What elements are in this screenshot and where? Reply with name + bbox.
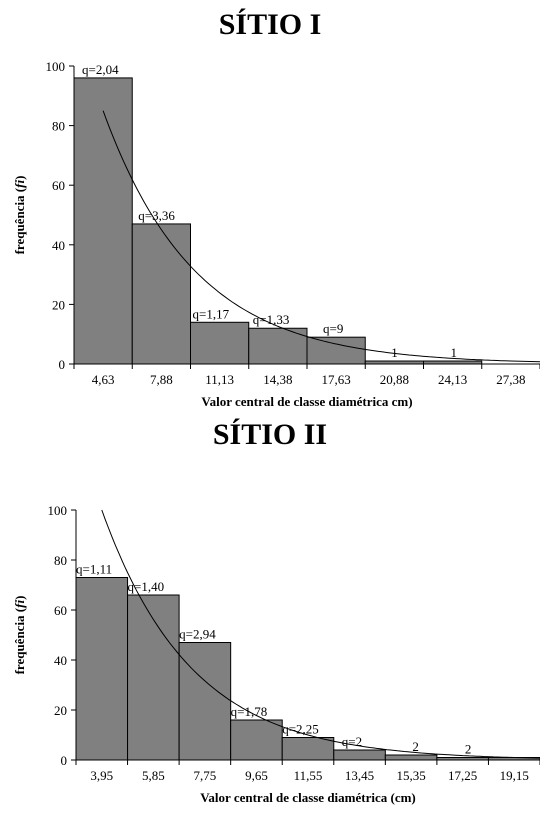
x-axis-label: Valor central de classe diamétrica (cm) xyxy=(200,790,416,805)
data-label: 2 xyxy=(412,739,419,754)
x-tick-label: 27,38 xyxy=(496,372,525,387)
y-tick-label: 40 xyxy=(52,238,65,253)
x-tick-label: 3,95 xyxy=(90,768,113,783)
data-label: q=1,78 xyxy=(231,704,268,719)
bar xyxy=(75,577,129,761)
chart-sitio-2: SÍTIO II 0 20 40 60 80 100 3,95 5,85 7,75 9,65 11,… xyxy=(0,410,540,818)
data-label: q=3,36 xyxy=(138,208,175,223)
data-label: 1 xyxy=(391,345,398,360)
y-tick-label: 60 xyxy=(54,603,67,618)
y-tick-label: 80 xyxy=(54,553,67,568)
x-tick-label: 5,85 xyxy=(142,768,165,783)
y-tick-label: 0 xyxy=(59,357,66,372)
y-tick-label: 0 xyxy=(61,753,68,768)
x-tick-label: 9,65 xyxy=(245,768,268,783)
data-label: 1 xyxy=(451,345,458,360)
x-tick-label: 14,38 xyxy=(263,372,292,387)
bar xyxy=(306,336,366,365)
x-tick-label: 17,25 xyxy=(448,768,477,783)
y-tick-label: 100 xyxy=(46,59,66,74)
y-tick-label: 80 xyxy=(52,119,65,134)
data-label: q=1,17 xyxy=(193,306,230,321)
data-label: q=1,40 xyxy=(128,579,165,594)
bar xyxy=(178,642,232,761)
data-label: q=2,04 xyxy=(82,62,119,77)
y-tick-label: 20 xyxy=(52,297,65,312)
y-tick-label: 60 xyxy=(52,178,65,193)
y-tick-label: 100 xyxy=(48,503,68,518)
x-tick-label: 13,45 xyxy=(345,768,374,783)
chart-title: SÍTIO II xyxy=(212,418,328,451)
chart-sitio-1: SÍTIO I 0 20 40 60 80 100 4,63 7,88 11,13 14,38 17… xyxy=(12,8,540,409)
data-label: q=2 xyxy=(342,734,362,749)
x-tick-label: 7,88 xyxy=(150,372,173,387)
x-tick-label: 7,75 xyxy=(194,768,217,783)
x-tick-label: 17,63 xyxy=(322,372,351,387)
y-axis-label: frequência (fi) xyxy=(12,176,27,255)
chart-svg: 0 20 40 60 80 100 4,63 7,88 11,13 14,38 17,63 20,88… xyxy=(12,59,540,409)
trendline xyxy=(101,509,540,759)
data-label: q=2,25 xyxy=(282,722,319,737)
bar xyxy=(384,754,438,761)
bar xyxy=(230,719,283,761)
x-axis-label: Valor central de classe diamétrica cm) xyxy=(201,394,412,409)
y-axis-label: frequência (fi) xyxy=(12,596,27,675)
bar xyxy=(73,77,133,365)
data-label: 2 xyxy=(465,742,472,757)
x-tick-label: 11,55 xyxy=(294,768,323,783)
data-label: q=1,33 xyxy=(253,312,290,327)
trendline xyxy=(102,110,540,363)
bar xyxy=(190,321,250,365)
x-tick-label: 20,88 xyxy=(380,372,409,387)
data-label: q=9 xyxy=(323,321,343,336)
x-tick-label: 11,13 xyxy=(205,372,234,387)
bar xyxy=(436,757,489,761)
bar xyxy=(127,594,180,761)
bar xyxy=(281,737,335,761)
data-label: q=1,11 xyxy=(76,562,112,577)
data-label: q=2,94 xyxy=(179,627,216,642)
x-tick-label: 15,35 xyxy=(396,768,425,783)
bar xyxy=(333,749,386,761)
x-tick-label: 19,15 xyxy=(500,768,529,783)
x-tick-label: 24,13 xyxy=(438,372,467,387)
y-tick-label: 20 xyxy=(54,703,67,718)
y-tick-label: 40 xyxy=(54,653,67,668)
bar xyxy=(131,223,191,365)
chart-svg: 0 20 40 60 80 100 3,95 5,85 7,75 9,65 11,55 13,45 15… xyxy=(12,503,540,805)
chart-title: SÍTIO I xyxy=(218,8,322,41)
bar xyxy=(423,360,483,365)
x-tick-label: 4,63 xyxy=(92,372,115,387)
bar xyxy=(364,360,424,365)
